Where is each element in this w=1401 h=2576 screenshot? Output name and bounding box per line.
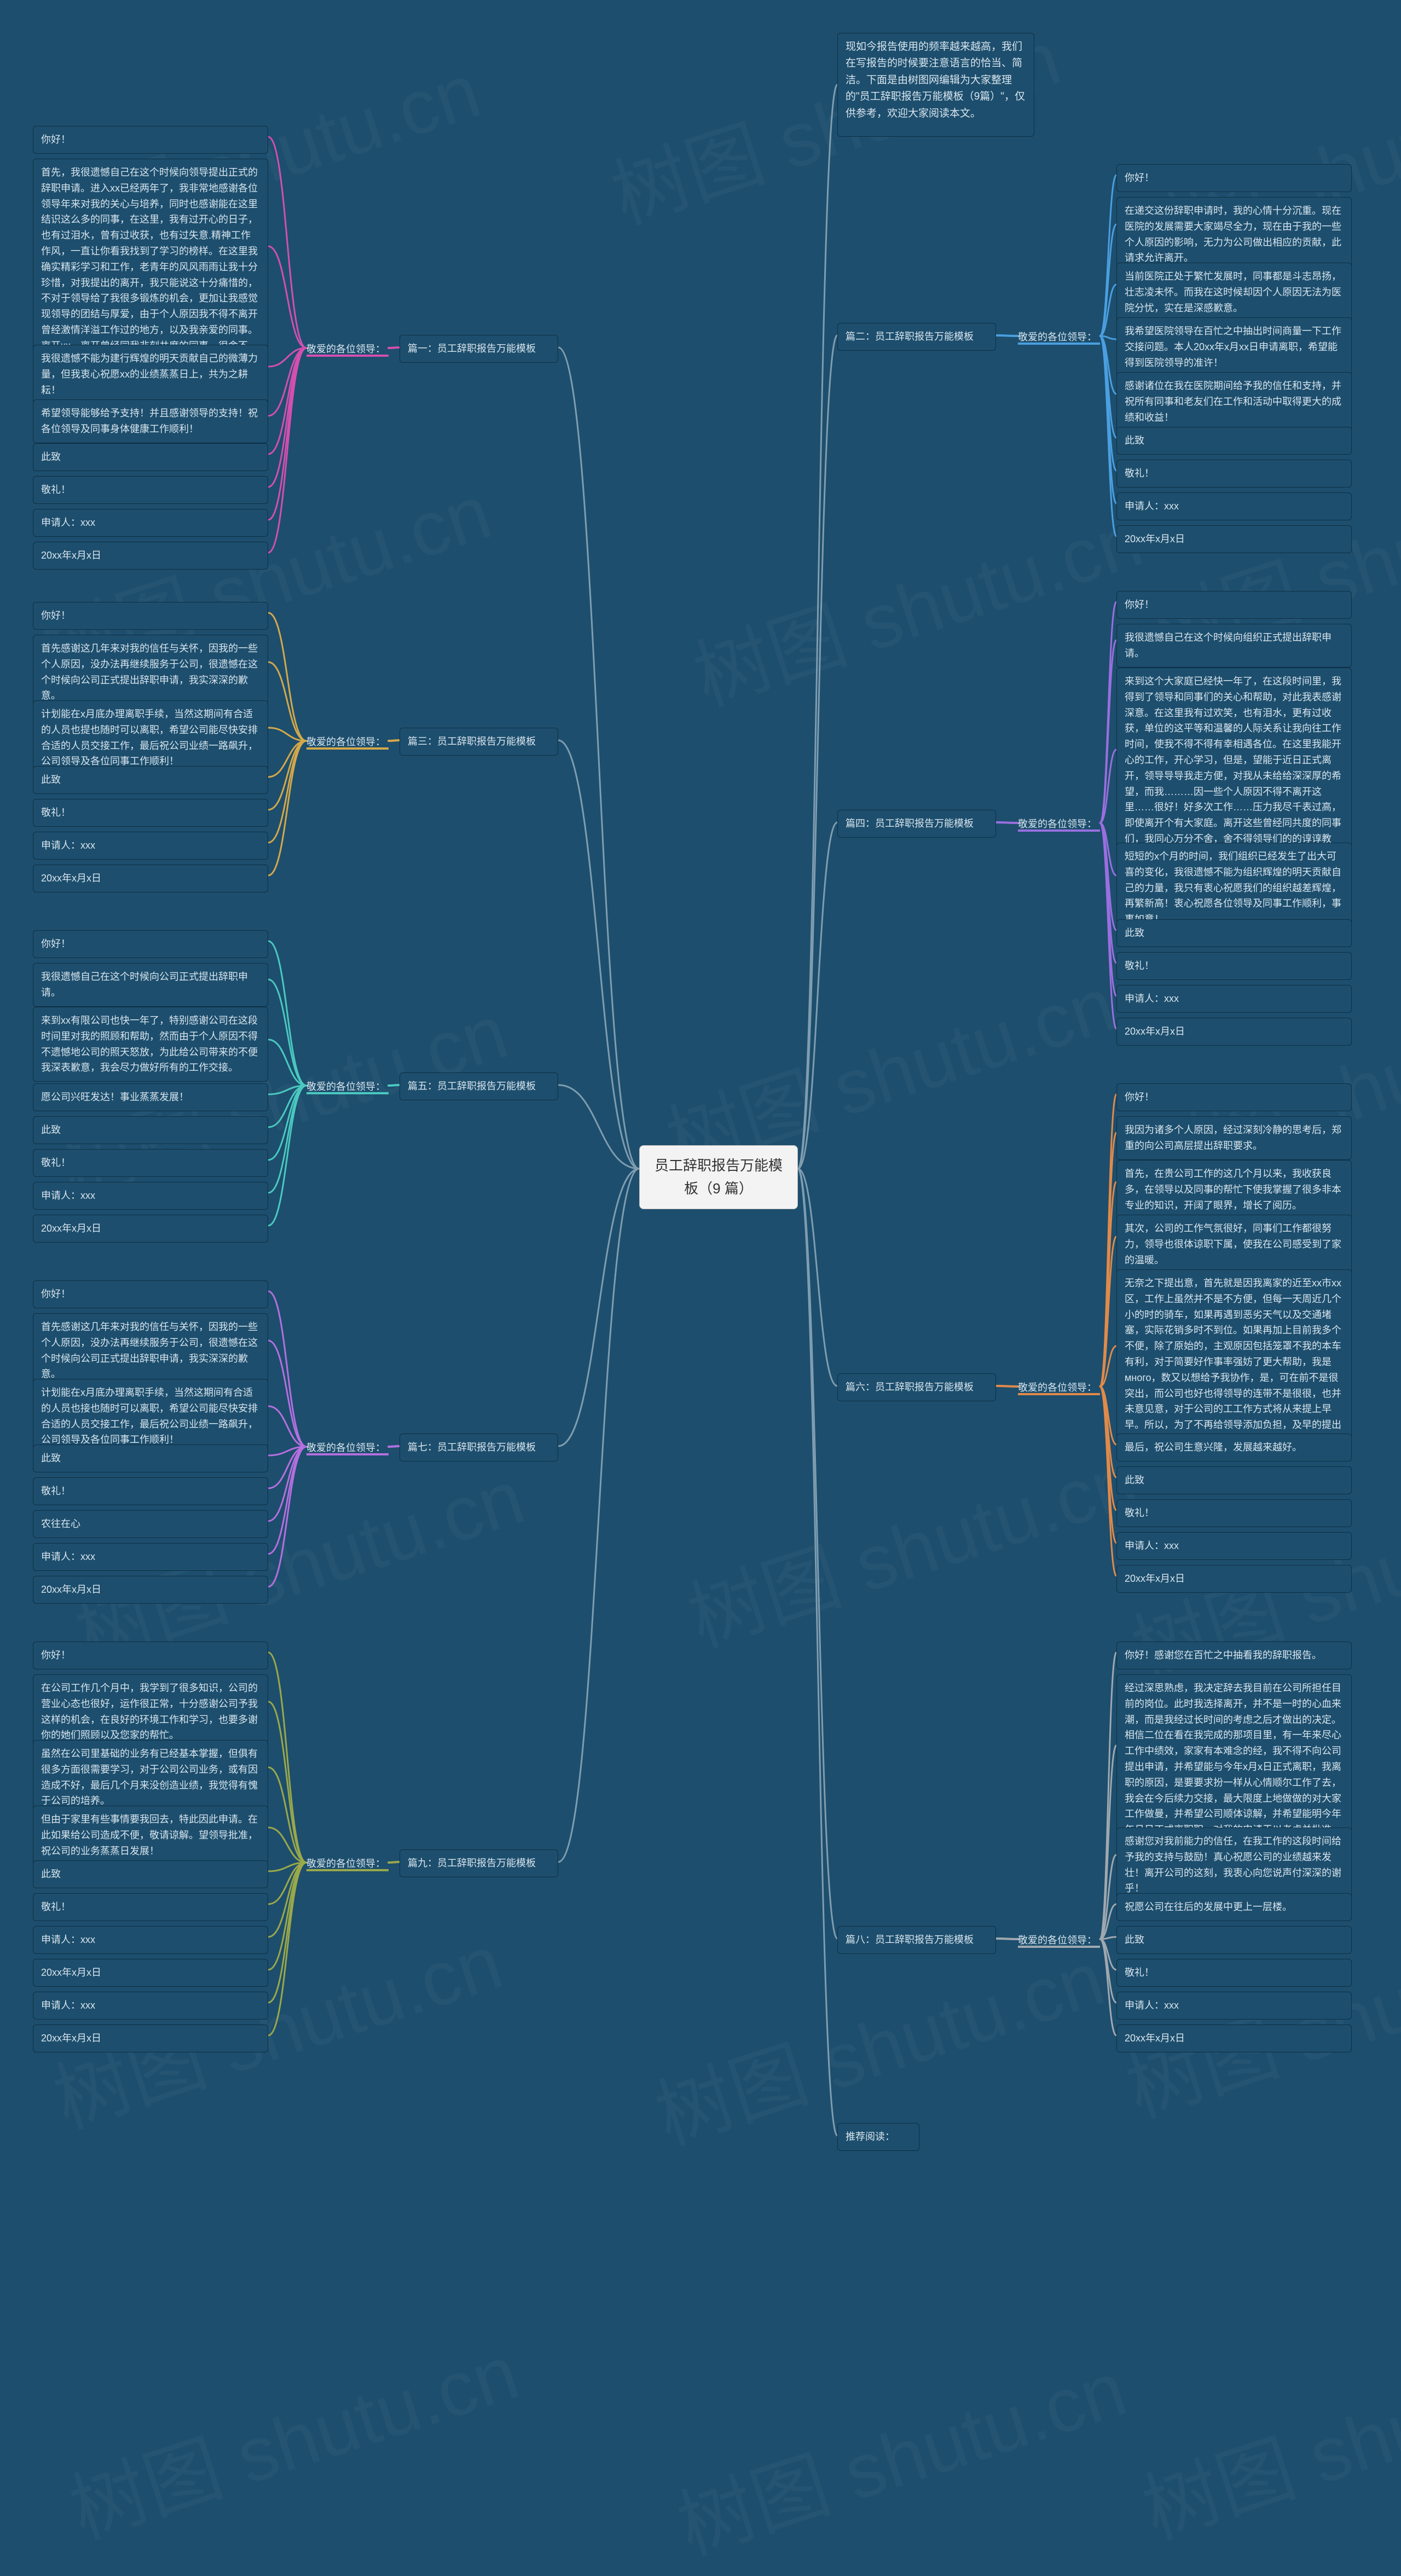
section-title-s5: 篇五：员工辞职报告万能模板	[400, 1072, 558, 1100]
leaf-s6-6: 此致	[1116, 1466, 1352, 1494]
leaf-s7-6: 申请人：xxx	[33, 1543, 268, 1571]
leaf-s8-3: 祝愿公司在往后的发展中更上一层楼。	[1116, 1893, 1352, 1921]
leaf-s9-6: 申请人：xxx	[33, 1926, 268, 1954]
leaf-s2-8: 20xx年x月x日	[1116, 525, 1352, 553]
leaf-s9-3: 但由于家里有些事情要我回去，特此因此申请。在此如果给公司造成不便，敬请谅解。望领…	[33, 1806, 268, 1865]
leaf-s7-0: 你好！	[33, 1280, 268, 1308]
leaf-s4-1: 我很遗憾自己在这个时候向组织正式提出辞职申请。	[1116, 624, 1352, 668]
salutation-s4: 敬爱的各位领导：	[1018, 816, 1097, 831]
leaf-s2-0: 你好！	[1116, 164, 1352, 192]
leaf-s8-0: 你好！感谢您在百忙之中抽看我的辞职报告。	[1116, 1641, 1352, 1669]
leaf-s8-4: 此致	[1116, 1926, 1352, 1954]
leaf-s4-0: 你好！	[1116, 591, 1352, 619]
salutation-s3: 敬爱的各位领导：	[306, 734, 385, 749]
leaf-s7-2: 计划能在x月底办理离职手续，当然这期间有合适的人员也接也随时可以离职，希望公司能…	[33, 1379, 268, 1454]
leaf-s4-4: 此致	[1116, 919, 1352, 947]
leaf-s1-6: 申请人：xxx	[33, 509, 268, 537]
section-title-s3: 篇三：员工辞职报告万能模板	[400, 728, 558, 756]
leaf-s6-4: 无奈之下提出意，首先就是因我离家的近至xx市xx区，工作上虽然并不是不方便，但每…	[1116, 1269, 1352, 1455]
leaf-s5-1: 我很遗憾自己在这个时候向公司正式提出辞职申请。	[33, 963, 268, 1007]
leaf-s1-0: 你好！	[33, 126, 268, 154]
section-title-s9: 篇九：员工辞职报告万能模板	[400, 1849, 558, 1877]
section-title-s8: 篇八：员工辞职报告万能模板	[837, 1926, 996, 1954]
leaf-s4-6: 申请人：xxx	[1116, 985, 1352, 1013]
leaf-s6-8: 申请人：xxx	[1116, 1532, 1352, 1560]
leaf-s2-1: 在递交这份辞职申请时，我的心情十分沉重。现在医院的发展需要大家竭尽全力，现在由于…	[1116, 197, 1352, 272]
leaf-s9-4: 此致	[33, 1860, 268, 1888]
leaf-s1-3: 希望领导能够给予支持！并且感谢领导的支持！祝各位领导及同事身体健康工作顺利！	[33, 399, 268, 443]
leaf-s5-2: 来到xx有限公司也快一年了，特别感谢公司在这段时间里对我的照顾和帮助，然而由于个…	[33, 1007, 268, 1082]
leaf-s5-0: 你好！	[33, 930, 268, 958]
leaf-s2-2: 当前医院正处于繁忙发展时，同事都是斗志昂扬，壮志凌未怀。而我在这时候却因个人原因…	[1116, 263, 1352, 322]
section-title-s4: 篇四：员工辞职报告万能模板	[837, 810, 996, 838]
leaf-s8-7: 20xx年x月x日	[1116, 2024, 1352, 2052]
leaf-s6-1: 我因为诸多个人原因，经过深刻冷静的思考后，郑重的向公司高层提出辞职要求。	[1116, 1116, 1352, 1160]
salutation-s6: 敬爱的各位领导：	[1018, 1380, 1097, 1394]
salutation-s9: 敬爱的各位领导：	[306, 1856, 385, 1870]
leaf-s9-7: 20xx年x月x日	[33, 1959, 268, 1987]
leaf-s7-4: 敬礼！	[33, 1477, 268, 1505]
leaf-s3-2: 计划能在x月底办理离职手续，当然这期间有合适的人员也提也随时可以离职，希望公司能…	[33, 700, 268, 775]
salutation-s7: 敬爱的各位领导：	[306, 1440, 385, 1454]
leaf-s7-3: 此致	[33, 1444, 268, 1472]
leaf-s5-4: 此致	[33, 1116, 268, 1144]
leaf-s9-2: 虽然在公司里基础的业务有已经基本掌握，但俱有很多方面很需要学习，对于公司公司业务…	[33, 1740, 268, 1815]
leaf-s8-6: 申请人：xxx	[1116, 1992, 1352, 2020]
leaf-s2-6: 敬礼！	[1116, 460, 1352, 488]
leaf-s6-0: 你好！	[1116, 1083, 1352, 1111]
leaf-s5-6: 申请人：xxx	[33, 1182, 268, 1210]
leaf-s9-9: 20xx年x月x日	[33, 2024, 268, 2052]
leaf-s8-1: 经过深思熟虑，我决定辞去我目前在公司所担任目前的岗位。此时我选择离开，并不是一时…	[1116, 1674, 1352, 1844]
leaf-s7-1: 首先感谢这几年来对我的信任与关怀，因我的一些个人原因，没办法再继续服务于公司，很…	[33, 1313, 268, 1388]
leaf-s5-3: 愿公司兴旺发达！事业蒸蒸发展！	[33, 1083, 268, 1111]
leaf-s8-5: 敬礼！	[1116, 1959, 1352, 1987]
leaf-s3-0: 你好！	[33, 602, 268, 630]
intro-node: 现如今报告使用的频率越来越高，我们在写报告的时候要注意语言的恰当、简洁。下面是由…	[837, 33, 1034, 137]
leaf-s2-4: 感谢诸位在我在医院期间给予我的信任和支持，并祝所有同事和老友们在工作和活动中取得…	[1116, 372, 1352, 431]
recommend-node: 推荐阅读：	[837, 2123, 919, 2151]
leaf-s1-7: 20xx年x月x日	[33, 542, 268, 570]
leaf-s6-9: 20xx年x月x日	[1116, 1565, 1352, 1593]
leaf-s3-6: 20xx年x月x日	[33, 865, 268, 892]
leaf-s8-2: 感谢您对我前能力的信任，在我工作的这段时间给予我的支持与鼓励！真心祝愿公司的业绩…	[1116, 1827, 1352, 1902]
leaf-s6-3: 其次，公司的工作气氛很好，同事们工作都很努力，领导也很体谅职下属，使我在公司感受…	[1116, 1215, 1352, 1274]
leaf-s9-0: 你好！	[33, 1641, 268, 1669]
leaf-s1-2: 我很遗憾不能为建行辉煌的明天贡献自己的微薄力量，但我衷心祝愿xx的业绩蒸蒸日上，…	[33, 345, 268, 404]
leaf-s5-7: 20xx年x月x日	[33, 1215, 268, 1243]
section-title-s6: 篇六：员工辞职报告万能模板	[837, 1373, 996, 1401]
leaf-s7-5: 农往在心	[33, 1510, 268, 1538]
leaf-s1-4: 此致	[33, 443, 268, 471]
leaf-s2-5: 此致	[1116, 427, 1352, 455]
leaf-s9-8: 申请人：xxx	[33, 1992, 268, 2020]
section-title-s2: 篇二：员工辞职报告万能模板	[837, 323, 996, 351]
leaf-s9-1: 在公司工作几个月中，我学到了很多知识，公司的营业心态也很好，运作很正常，十分感谢…	[33, 1674, 268, 1749]
section-title-s1: 篇一：员工辞职报告万能模板	[400, 335, 558, 363]
salutation-s2: 敬爱的各位领导：	[1018, 329, 1097, 344]
leaf-s4-5: 敬礼！	[1116, 952, 1352, 980]
leaf-s6-2: 首先，在贵公司工作的这几个月以来，我收获良多，在领导以及同事的帮忙下使我掌握了很…	[1116, 1160, 1352, 1219]
salutation-s1: 敬爱的各位领导：	[306, 341, 385, 356]
leaf-s2-3: 我希望医院领导在百忙之中抽出时间商量一下工作交接问题。本人20xx年x月xx日申…	[1116, 317, 1352, 376]
leaf-s4-7: 20xx年x月x日	[1116, 1018, 1352, 1046]
leaf-s9-5: 敬礼！	[33, 1893, 268, 1921]
leaf-s7-7: 20xx年x月x日	[33, 1576, 268, 1604]
salutation-s8: 敬爱的各位领导：	[1018, 1933, 1097, 1947]
salutation-s5: 敬爱的各位领导：	[306, 1079, 385, 1093]
leaf-s3-5: 申请人：xxx	[33, 832, 268, 860]
center-node: 员工辞职报告万能模板（9 篇）	[639, 1145, 798, 1209]
leaf-s3-3: 此致	[33, 766, 268, 794]
leaf-s2-7: 申请人：xxx	[1116, 492, 1352, 520]
leaf-s6-7: 敬礼！	[1116, 1499, 1352, 1527]
leaf-s1-5: 敬礼！	[33, 476, 268, 504]
leaf-s6-5: 最后，祝公司生意兴隆，发展越来越好。	[1116, 1434, 1352, 1461]
section-title-s7: 篇七：员工辞职报告万能模板	[400, 1434, 558, 1461]
leaf-s3-1: 首先感谢这几年来对我的信任与关怀，因我的一些个人原因，没办法再继续服务于公司，很…	[33, 635, 268, 710]
leaf-s5-5: 敬礼！	[33, 1149, 268, 1177]
leaf-s3-4: 敬礼！	[33, 799, 268, 827]
